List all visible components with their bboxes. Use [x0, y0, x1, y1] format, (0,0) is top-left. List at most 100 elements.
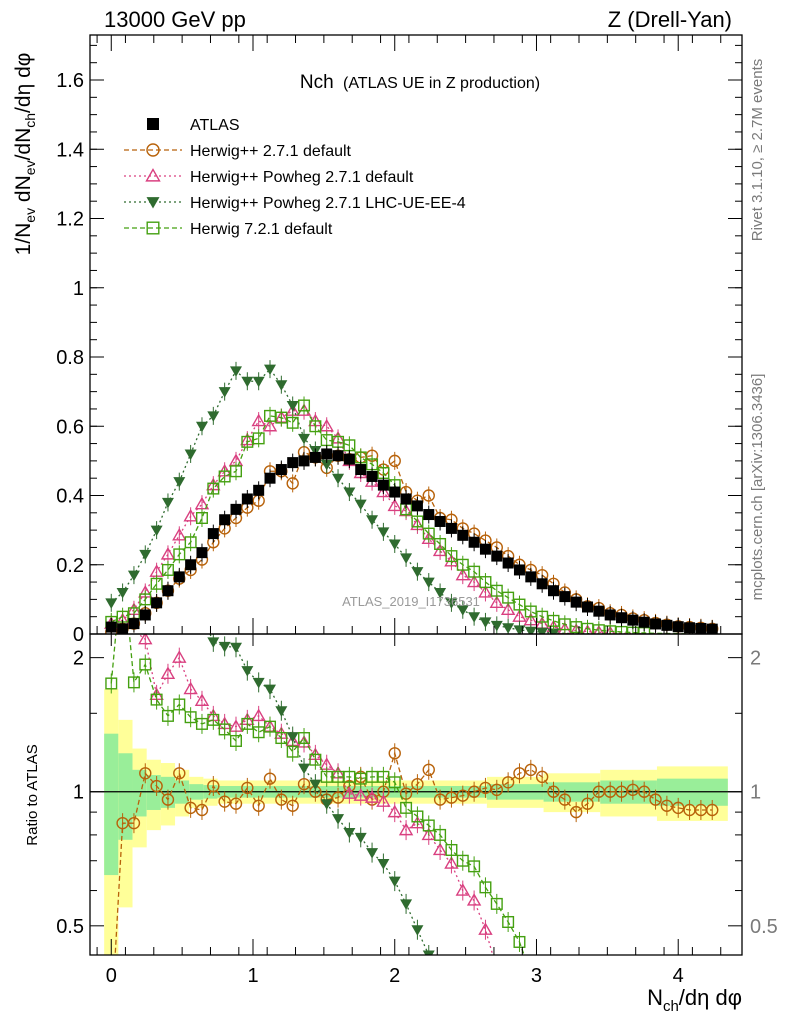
data-point: [218, 387, 231, 398]
data-point: [468, 612, 481, 623]
data-point: [298, 433, 311, 445]
ratio-ytick-label-right: 1: [750, 782, 761, 804]
ratio-point: [264, 684, 277, 696]
process-label: Z (Drell-Yan): [607, 7, 732, 32]
ratio-point: [432, 842, 448, 856]
ratio-point: [547, 785, 560, 798]
ratio-ytick-label-right: 2: [750, 648, 761, 670]
legend-entry: ATLAS: [147, 117, 240, 134]
ratio-point: [207, 779, 220, 793]
data-point: [444, 553, 459, 567]
data-point: [455, 567, 470, 581]
data-point: [275, 411, 288, 424]
data-point: [161, 497, 174, 509]
ratio-point: [422, 950, 435, 955]
data-point: [479, 543, 491, 555]
data-point: [513, 564, 525, 576]
data-point: [185, 559, 197, 571]
data-point: [423, 509, 435, 521]
main-ytick-label: 0.6: [56, 416, 84, 438]
ratio-point: [490, 783, 503, 797]
data-point: [253, 484, 265, 496]
ratio-point: [309, 779, 322, 791]
data-point: [207, 482, 220, 495]
data-point: [500, 602, 516, 615]
data-point: [230, 503, 242, 515]
ratio-point: [252, 799, 265, 812]
ratio-point: [195, 803, 209, 817]
ratio-point: [422, 819, 435, 832]
ratio-point: [332, 814, 345, 825]
ratio-point: [320, 799, 333, 810]
data-point: [616, 612, 628, 624]
ratio-series-3: [105, 634, 526, 955]
ratio-point: [160, 666, 176, 679]
ratio-point: [490, 897, 503, 910]
xtick-label: 4: [673, 965, 684, 987]
data-point: [491, 550, 503, 562]
main-title-group: Nch (ATLAS UE in Z production): [300, 72, 540, 93]
data-point: [388, 539, 401, 550]
main-ytick-label: 0: [73, 624, 84, 646]
data-point: [219, 514, 231, 526]
legend-entry: Herwig 7.2.1 default: [124, 221, 333, 238]
data-point: [172, 527, 187, 541]
ratio-point: [286, 745, 299, 758]
ratio-point: [252, 726, 265, 739]
data-point: [411, 500, 423, 512]
data-point: [400, 553, 413, 564]
data-point: [321, 448, 333, 460]
data-point: [570, 596, 582, 608]
ratio-ytick-label: 1: [73, 782, 84, 804]
ratio-point: [229, 797, 243, 810]
ratio-point: [332, 770, 345, 783]
ratio-point: [387, 804, 402, 818]
data-point: [116, 587, 129, 599]
data-point: [432, 543, 448, 557]
ratio-point: [444, 856, 459, 869]
ratio-point: [161, 793, 175, 806]
data-point: [262, 418, 278, 432]
ratio-point: [342, 786, 357, 799]
ratio-point: [366, 848, 379, 859]
data-point: [581, 624, 594, 634]
main-ytick-label: 0.2: [56, 555, 84, 577]
ratio-point: [398, 822, 414, 836]
ratio-point: [275, 732, 288, 745]
data-point: [184, 536, 197, 549]
ratio-point: [298, 763, 311, 775]
data-point: [252, 376, 265, 388]
data-point: [422, 489, 435, 502]
ratio-point: [354, 832, 367, 844]
legend-label: ATLAS: [190, 117, 240, 134]
ratio-series-0: [114, 743, 719, 955]
data-point: [161, 563, 174, 576]
ratio-point: [264, 720, 277, 733]
data-point: [593, 605, 605, 617]
data-point: [195, 421, 208, 433]
data-point: [421, 531, 436, 544]
ratio-point: [127, 816, 141, 830]
data-point: [547, 614, 560, 627]
ratio-point: [501, 776, 515, 789]
ratio-point: [706, 803, 719, 817]
ratio-point: [502, 915, 515, 928]
data-point: [478, 585, 493, 598]
data-point: [366, 515, 379, 526]
main-frame: [89, 34, 743, 635]
data-point: [332, 473, 345, 485]
ratio-point: [252, 677, 265, 689]
ratio-point: [138, 634, 153, 645]
ratio-point: [207, 713, 220, 726]
data-point: [479, 576, 492, 589]
data-point: [489, 595, 504, 609]
ratio-point: [343, 827, 356, 839]
ratio-series-2: [207, 634, 435, 955]
legend-marker: [146, 143, 160, 157]
data-point: [389, 486, 401, 498]
data-point: [377, 527, 390, 538]
legend-entry: Herwig++ Powheg 2.7.1 LHC-UE-EE-4: [124, 195, 466, 212]
ratio-point: [478, 922, 493, 935]
ratio-point: [184, 711, 197, 724]
data-point: [309, 451, 321, 463]
